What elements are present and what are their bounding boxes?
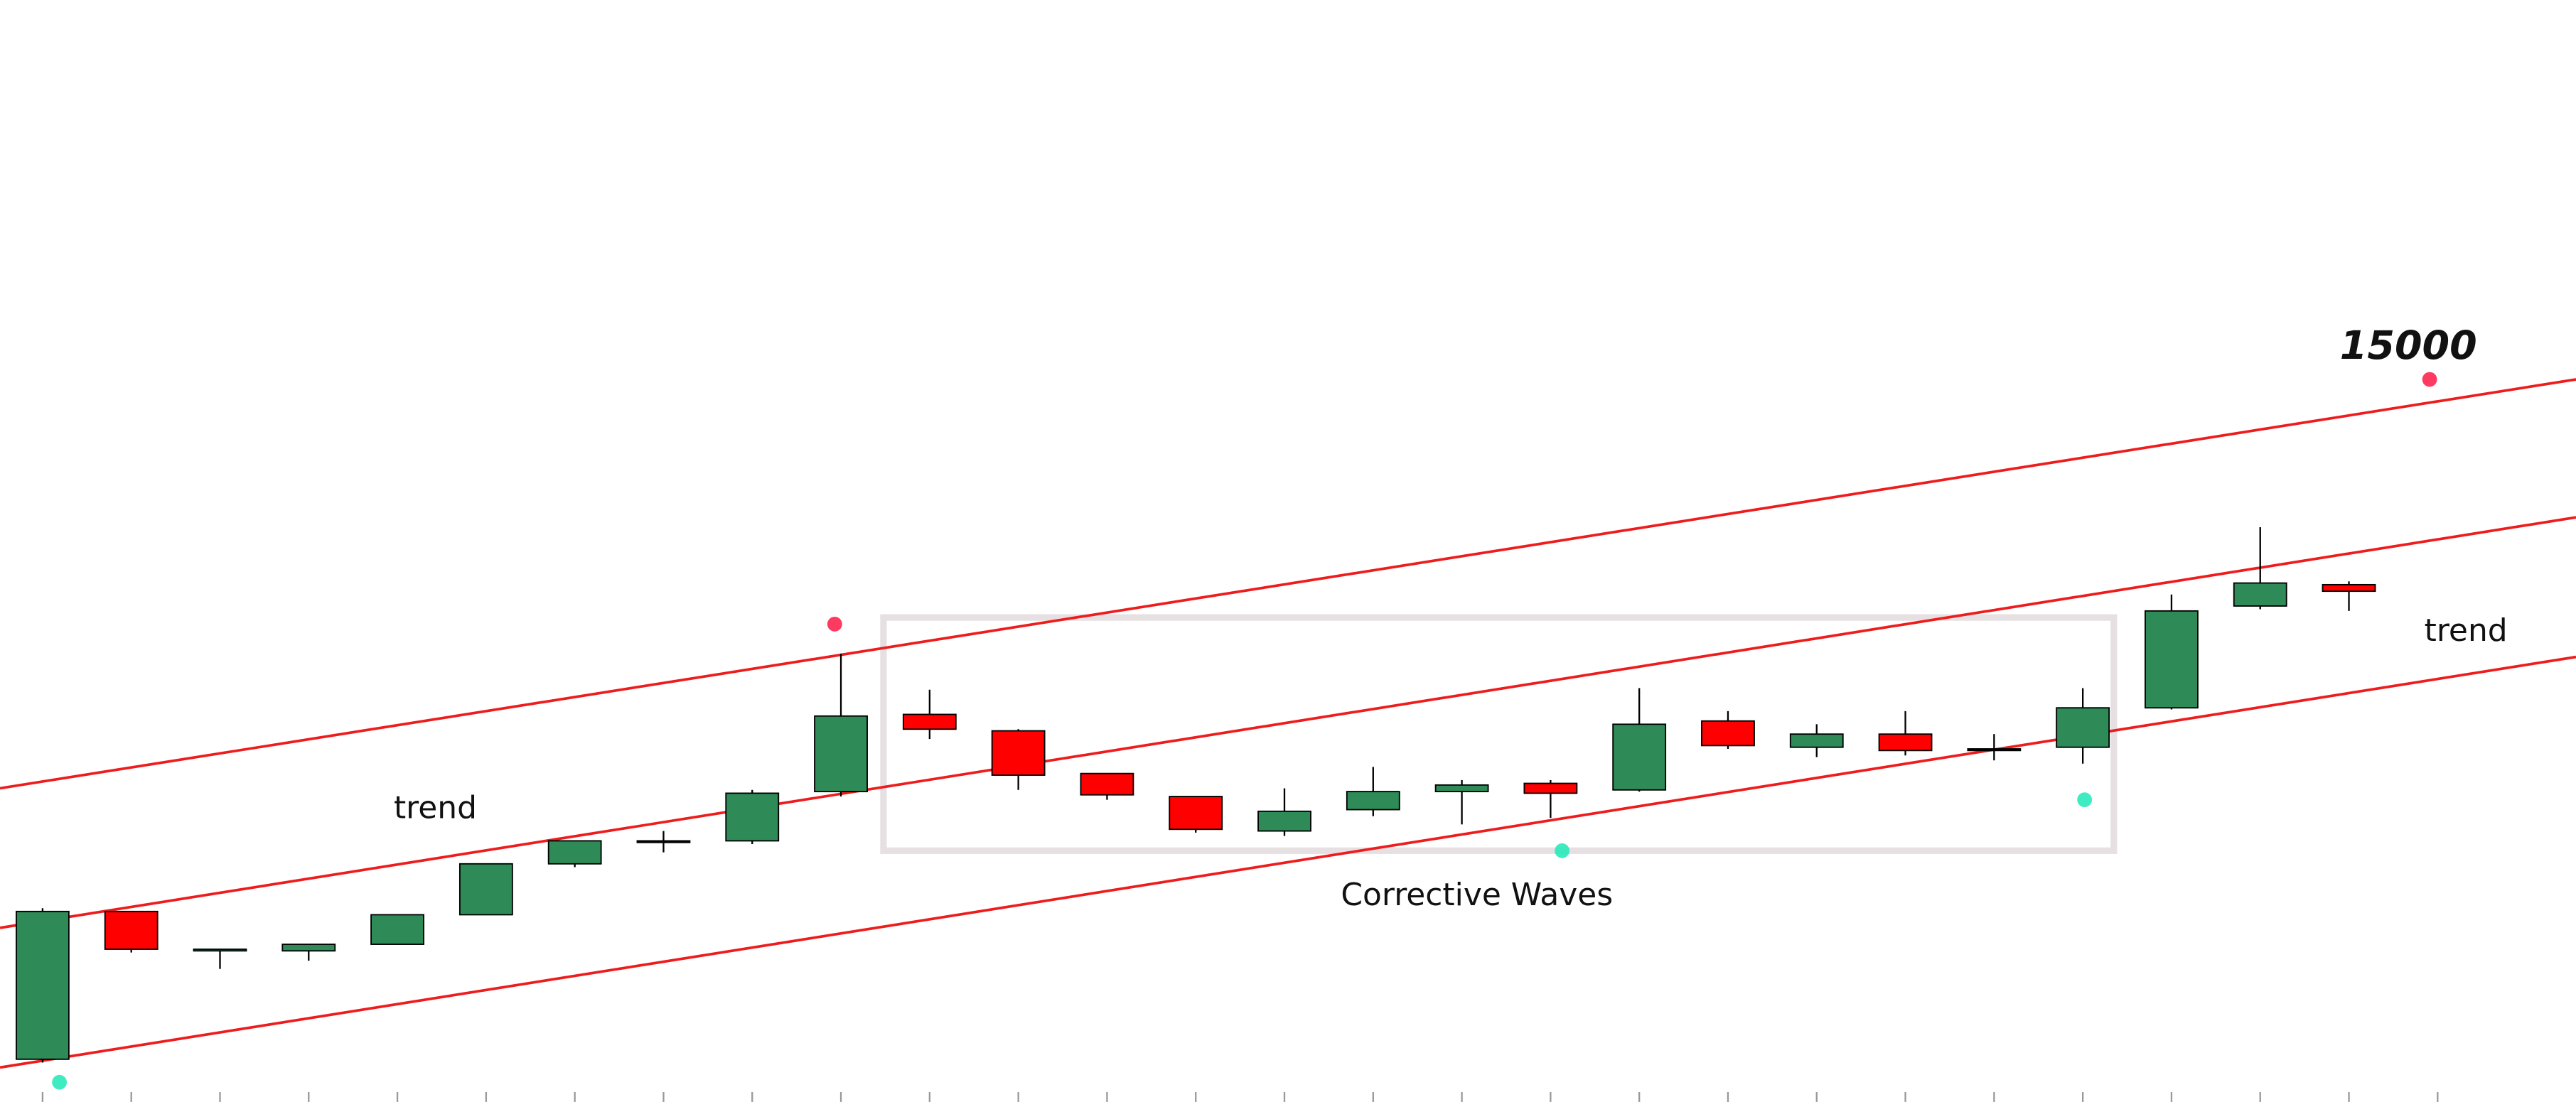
signal-dot: [1555, 843, 1570, 858]
trend-line: [0, 378, 2576, 790]
candle-body: [1967, 748, 2022, 752]
candle-body: [991, 730, 1046, 776]
candle-body: [193, 949, 247, 952]
signal-dot: [2422, 372, 2437, 387]
candle-body: [2145, 610, 2199, 709]
candle-body: [1257, 810, 1311, 832]
trend-line: [0, 655, 2576, 1069]
signal-dot: [52, 1074, 68, 1090]
price-annotation: 15000: [2340, 323, 2477, 369]
candle-body: [636, 840, 691, 843]
candle-body: [1612, 723, 1667, 791]
candle-body: [725, 792, 780, 842]
plot: [0, 372, 2576, 1102]
trend-label: trend: [394, 790, 477, 826]
candle-body: [104, 910, 159, 950]
corrective-box: [880, 614, 2118, 854]
candle-body: [814, 715, 868, 793]
candle-body: [1789, 733, 1844, 748]
candle-body: [15, 910, 70, 1060]
candle-body: [458, 863, 513, 916]
candle-body: [547, 840, 602, 865]
candle-body: [2233, 582, 2287, 607]
candle-body: [1169, 796, 1223, 831]
trend-label: trend: [2425, 612, 2508, 649]
signal-dot: [2077, 792, 2093, 808]
candle-body: [1080, 772, 1134, 796]
candle-body: [1346, 791, 1400, 811]
candle-body: [2322, 583, 2376, 593]
candle-body: [1701, 720, 1755, 747]
trend-line: [0, 516, 2576, 929]
candle-body: [281, 944, 336, 952]
candle-body: [902, 713, 957, 730]
candle-body: [1434, 784, 1489, 793]
candle-body: [1523, 782, 1578, 794]
candle-body: [370, 914, 424, 945]
candle-body: [2056, 707, 2110, 748]
box-label: Corrective Waves: [1341, 877, 1613, 913]
candle-body: [1878, 733, 1933, 752]
signal-dot: [827, 616, 842, 632]
